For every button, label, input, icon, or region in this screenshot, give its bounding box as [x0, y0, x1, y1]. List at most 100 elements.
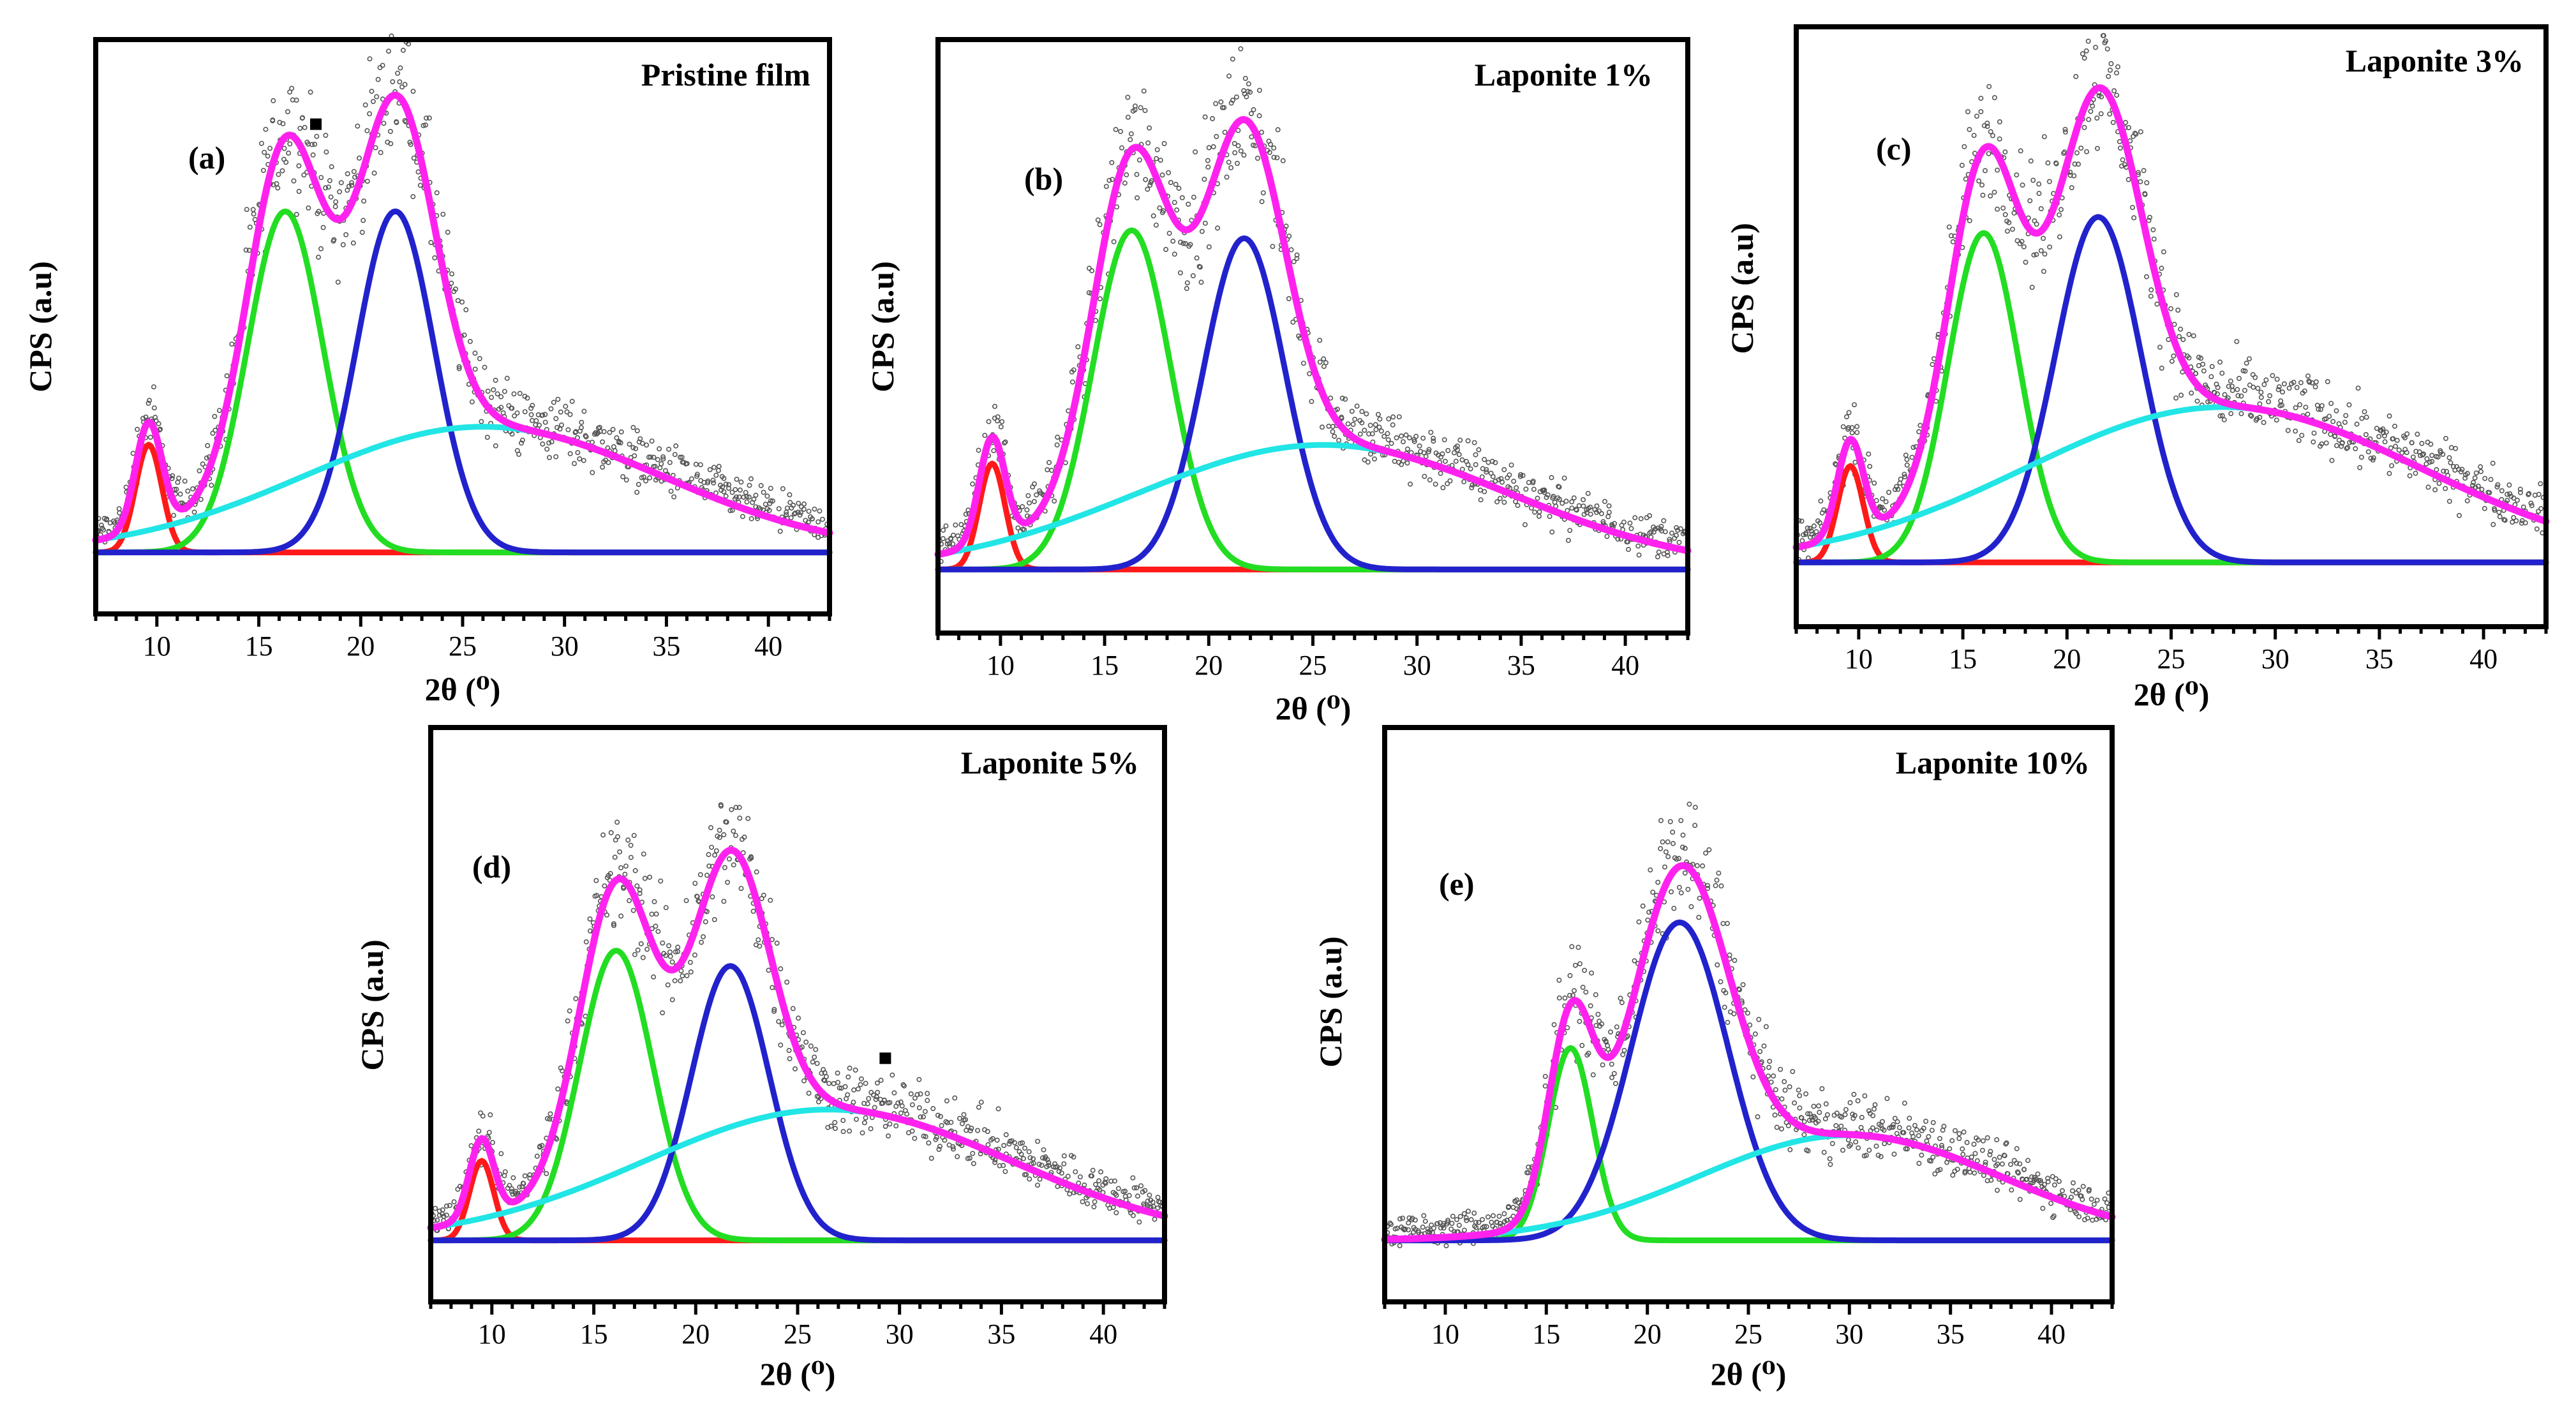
- data-point: [649, 438, 655, 444]
- data-point: [564, 409, 570, 415]
- data-point: [928, 1155, 934, 1161]
- data-point: [263, 126, 269, 132]
- data-point: [1469, 485, 1475, 491]
- data-point: [796, 500, 801, 506]
- data-point: [542, 419, 548, 425]
- data-point: [1724, 921, 1730, 927]
- panel-a-cumulative-fit: [92, 91, 833, 544]
- data-point: [1907, 1116, 1912, 1121]
- data-point: [1979, 1147, 1985, 1153]
- data-point: [2042, 251, 2048, 257]
- data-point: [2276, 384, 2282, 390]
- data-point: [1039, 1162, 1045, 1168]
- data-point: [1882, 1140, 1887, 1146]
- data-point: [1992, 190, 1997, 195]
- data-point: [367, 111, 373, 117]
- data-point: [1947, 1146, 1953, 1152]
- data-point: [337, 189, 343, 195]
- panel-a-ylabel: CPS (a.u): [22, 261, 58, 392]
- data-point: [2251, 384, 2256, 390]
- data-point: [530, 403, 535, 408]
- data-point: [2147, 214, 2153, 220]
- data-point: [1562, 995, 1568, 1001]
- data-point: [1230, 56, 1235, 62]
- data-point: [707, 466, 713, 472]
- data-point: [1001, 1163, 1006, 1168]
- data-point: [2029, 1174, 2035, 1180]
- data-point: [665, 982, 671, 988]
- data-point: [1520, 473, 1526, 479]
- data-point: [1205, 164, 1211, 170]
- data-point: [2319, 441, 2325, 447]
- data-point: [806, 509, 812, 514]
- data-point: [1625, 539, 1631, 545]
- data-point: [1034, 492, 1039, 498]
- data-point: [1846, 425, 1852, 431]
- data-point: [1939, 1142, 1944, 1148]
- data-point: [1797, 1105, 1803, 1111]
- data-point: [2080, 51, 2085, 57]
- data-point: [2499, 488, 2505, 493]
- data-point: [961, 1112, 967, 1117]
- data-point: [2353, 446, 2358, 452]
- data-point: [1661, 518, 1667, 523]
- data-point: [1880, 496, 1886, 502]
- data-point: [2154, 301, 2160, 307]
- data-point: [2228, 378, 2233, 384]
- data-point: [2073, 1190, 2079, 1196]
- data-point: [1459, 457, 1465, 463]
- data-point: [875, 1089, 881, 1095]
- data-point: [275, 185, 281, 191]
- data-point: [808, 1043, 814, 1049]
- data-point: [1291, 258, 1297, 264]
- data-point: [788, 515, 794, 521]
- data-point: [549, 439, 555, 445]
- data-point: [1377, 416, 1383, 422]
- data-point: [2258, 389, 2264, 395]
- data-point: [1085, 1201, 1091, 1207]
- data-point: [369, 89, 375, 94]
- panel-d-xtick-label: 25: [784, 1318, 812, 1350]
- data-point: [1813, 529, 1819, 535]
- data-point: [815, 1099, 821, 1105]
- data-point: [1128, 1210, 1134, 1216]
- data-point: [1846, 410, 1852, 415]
- data-point: [2413, 470, 2418, 476]
- data-point: [636, 482, 641, 488]
- data-point: [2473, 484, 2478, 490]
- data-point: [1118, 129, 1124, 135]
- data-point: [2234, 339, 2240, 345]
- data-point: [1851, 1091, 1857, 1097]
- data-point: [1373, 422, 1378, 428]
- data-point: [581, 408, 587, 414]
- data-point: [590, 470, 595, 475]
- data-point: [517, 391, 523, 396]
- data-point: [1206, 145, 1212, 151]
- data-point: [1839, 1114, 1845, 1120]
- data-point: [1020, 1140, 1025, 1146]
- data-point: [768, 486, 773, 491]
- data-point: [2030, 177, 2036, 183]
- data-point: [2344, 445, 2349, 451]
- data-point: [2520, 504, 2526, 510]
- data-point: [660, 1010, 666, 1016]
- data-point: [332, 204, 338, 209]
- data-point: [434, 190, 440, 196]
- data-point: [1251, 107, 1256, 112]
- data-point: [1854, 424, 1860, 429]
- data-point: [1535, 495, 1540, 501]
- data-point: [840, 1129, 846, 1135]
- data-point: [2217, 359, 2223, 365]
- data-point: [1098, 1169, 1104, 1175]
- data-point: [1286, 295, 1292, 301]
- data-point: [1763, 1024, 1769, 1029]
- data-point: [858, 1082, 863, 1087]
- data-point: [260, 168, 266, 174]
- data-point: [627, 442, 632, 447]
- data-point: [270, 117, 276, 123]
- data-point: [930, 1106, 936, 1112]
- data-point: [2257, 414, 2263, 420]
- data-point: [784, 979, 790, 985]
- data-point: [445, 229, 450, 235]
- data-point: [1894, 484, 1900, 489]
